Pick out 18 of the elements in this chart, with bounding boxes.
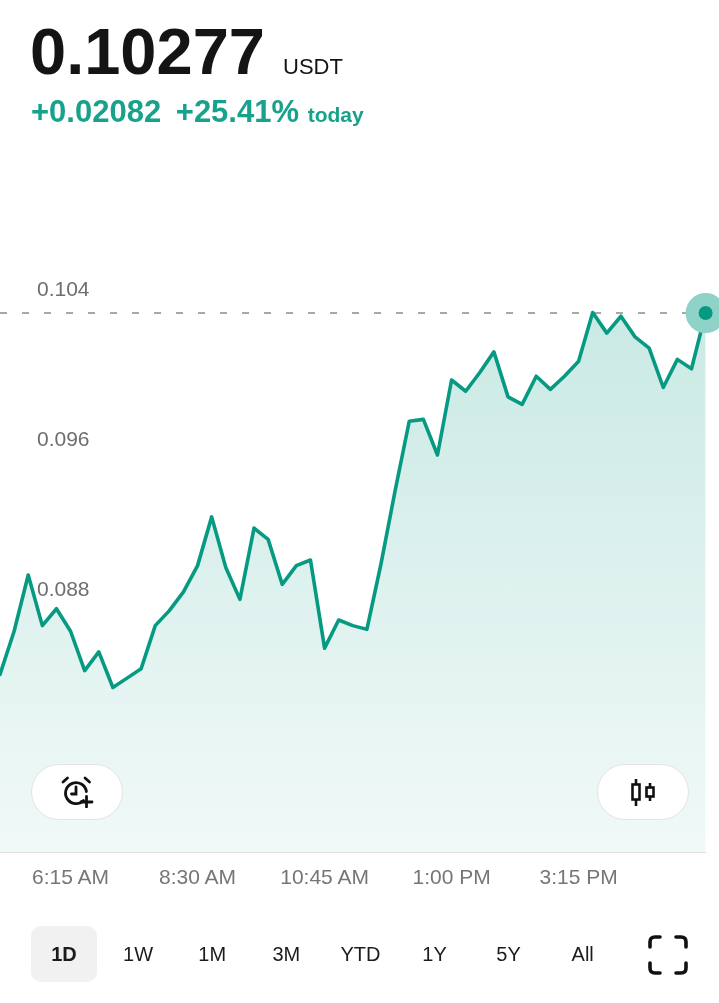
x-tick-label: 6:15 AM [32,864,110,888]
text: 1M [198,942,227,966]
y-tick-label: 0.088 [37,576,90,600]
text: 5Y [496,942,521,966]
x-tick-label: 1:00 PM [412,864,491,888]
selected-tab: 1D [31,926,97,982]
y-tick-label: 0.104 [37,276,90,300]
text: 1Y [422,942,447,966]
chart-title: 0.10277 USDT [30,15,343,88]
text: All [571,942,594,966]
x-tick-label: 10:45 AM [280,864,369,888]
x-tick-label: 8:30 AM [159,864,237,888]
y-tick-label: 0.096 [37,426,90,450]
chart-subtitle: +0.02082 +25.41% today [31,94,364,129]
text: 1W [123,942,154,966]
text: 3M [272,942,301,966]
x-tick-label: 3:15 PM [539,864,618,888]
text: YTD [340,942,381,966]
